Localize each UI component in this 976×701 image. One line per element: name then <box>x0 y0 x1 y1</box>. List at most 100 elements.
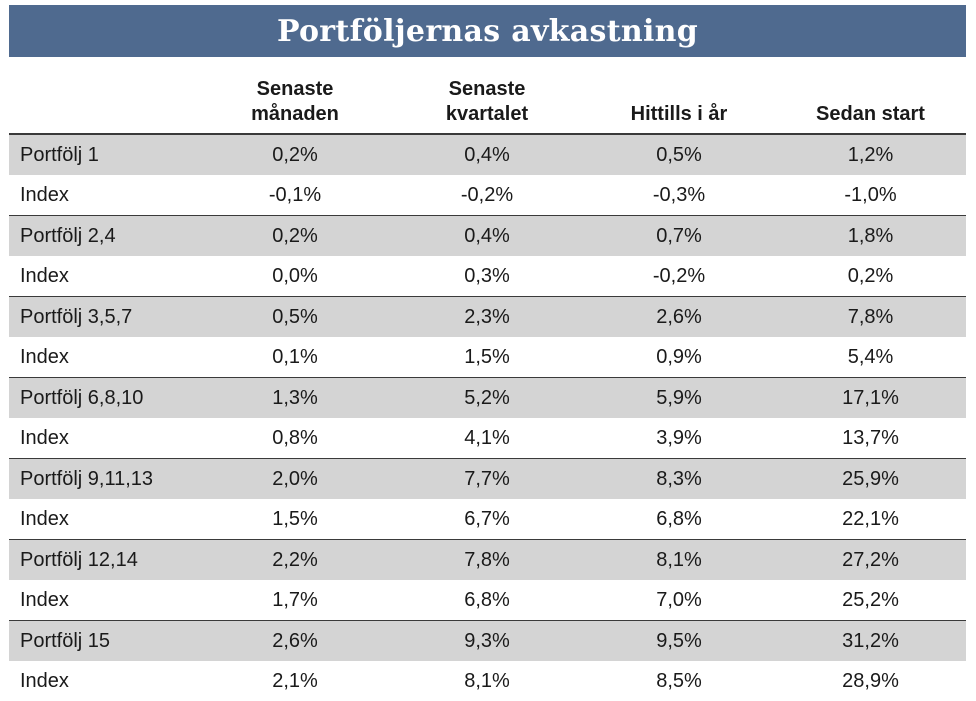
table-cell: 27,2% <box>775 539 966 580</box>
table-row: Portfölj 2,4 0,2% 0,4% 0,7% 1,8% <box>9 215 966 256</box>
header-senaste-kvartalet: Senaste kvartalet <box>391 57 583 135</box>
row-label: Index <box>9 661 199 701</box>
table-cell: 2,1% <box>199 661 391 701</box>
row-label: Portfölj 6,8,10 <box>9 377 199 418</box>
table-cell: 8,5% <box>583 661 775 701</box>
table-cell: 9,3% <box>391 620 583 661</box>
table-cell: 2,6% <box>199 620 391 661</box>
row-label: Index <box>9 418 199 459</box>
table-cell: 7,7% <box>391 458 583 499</box>
table-cell: 1,7% <box>199 580 391 621</box>
table-body: Portfölj 1 0,2% 0,4% 0,5% 1,2% Index -0,1% -0,2… <box>9 134 966 701</box>
table-cell: 0,1% <box>199 337 391 378</box>
header-sedan-start: Sedan start <box>775 57 966 135</box>
table-cell: 0,5% <box>199 296 391 337</box>
row-label: Index <box>9 580 199 621</box>
table-cell: 0,2% <box>199 134 391 175</box>
table-cell: 1,3% <box>199 377 391 418</box>
header-line: Sedan start <box>816 103 925 125</box>
row-label: Portfölj 3,5,7 <box>9 296 199 337</box>
row-label: Portfölj 1 <box>9 134 199 175</box>
table-cell: 7,8% <box>391 539 583 580</box>
table-row: Index 1,7% 6,8% 7,0% 25,2% <box>9 580 966 621</box>
table-cell: 25,2% <box>775 580 966 621</box>
header-line: Senaste <box>448 78 526 100</box>
header-line: kvartalet <box>445 103 529 125</box>
table-cell: 0,4% <box>391 215 583 256</box>
table-header-row: Senaste månaden Senaste kvartalet Hittil… <box>9 57 966 135</box>
returns-table: Senaste månaden Senaste kvartalet Hittil… <box>9 57 966 701</box>
table-cell: 28,9% <box>775 661 966 701</box>
table-cell: 8,3% <box>583 458 775 499</box>
table-row: Portfölj 15 2,6% 9,3% 9,5% 31,2% <box>9 620 966 661</box>
table-row: Portfölj 3,5,7 0,5% 2,3% 2,6% 7,8% <box>9 296 966 337</box>
table-cell: -0,2% <box>391 175 583 216</box>
table-cell: 9,5% <box>583 620 775 661</box>
table-cell: 0,2% <box>199 215 391 256</box>
table-cell: 6,8% <box>583 499 775 540</box>
table-cell: 31,2% <box>775 620 966 661</box>
row-label: Index <box>9 175 199 216</box>
header-line: Senaste <box>256 78 334 100</box>
table-row: Portfölj 9,11,13 2,0% 7,7% 8,3% 25,9% <box>9 458 966 499</box>
table-row: Index -0,1% -0,2% -0,3% -1,0% <box>9 175 966 216</box>
header-senaste-manaden: Senaste månaden <box>199 57 391 135</box>
table-cell: -1,0% <box>775 175 966 216</box>
table-cell: 8,1% <box>391 661 583 701</box>
table-cell: 0,8% <box>199 418 391 459</box>
page-title: Portföljernas avkastning <box>276 13 699 49</box>
table-cell: 2,6% <box>583 296 775 337</box>
table-cell: 13,7% <box>775 418 966 459</box>
table-cell: -0,3% <box>583 175 775 216</box>
table-row: Index 2,1% 8,1% 8,5% 28,9% <box>9 661 966 701</box>
table-cell: 3,9% <box>583 418 775 459</box>
table-cell: 0,4% <box>391 134 583 175</box>
row-label: Index <box>9 256 199 297</box>
table-cell: 1,5% <box>199 499 391 540</box>
table-row: Portfölj 12,14 2,2% 7,8% 8,1% 27,2% <box>9 539 966 580</box>
header-line: månaden <box>251 103 339 125</box>
table-cell: 6,8% <box>391 580 583 621</box>
table-cell: 0,5% <box>583 134 775 175</box>
row-label: Portfölj 2,4 <box>9 215 199 256</box>
table-cell: 6,7% <box>391 499 583 540</box>
row-label: Portfölj 15 <box>9 620 199 661</box>
table-cell: 0,2% <box>775 256 966 297</box>
table-cell: 0,0% <box>199 256 391 297</box>
table-cell: 7,0% <box>583 580 775 621</box>
table-row: Index 0,8% 4,1% 3,9% 13,7% <box>9 418 966 459</box>
header-hittills-i-ar: Hittills i år <box>583 57 775 135</box>
table-cell: 2,0% <box>199 458 391 499</box>
table-cell: 5,2% <box>391 377 583 418</box>
table-row: Index 1,5% 6,7% 6,8% 22,1% <box>9 499 966 540</box>
table-cell: 1,2% <box>775 134 966 175</box>
table-cell: 4,1% <box>391 418 583 459</box>
table-cell: 5,4% <box>775 337 966 378</box>
header-empty <box>9 57 199 135</box>
table-cell: 0,3% <box>391 256 583 297</box>
row-label: Portfölj 9,11,13 <box>9 458 199 499</box>
row-label: Index <box>9 337 199 378</box>
table-cell: 1,5% <box>391 337 583 378</box>
table-cell: -0,1% <box>199 175 391 216</box>
row-label: Index <box>9 499 199 540</box>
table-cell: 0,7% <box>583 215 775 256</box>
table-cell: 7,8% <box>775 296 966 337</box>
table-cell: 0,9% <box>583 337 775 378</box>
table-cell: 22,1% <box>775 499 966 540</box>
title-bar: Portföljernas avkastning <box>9 5 966 57</box>
table-cell: 8,1% <box>583 539 775 580</box>
table-row: Index 0,1% 1,5% 0,9% 5,4% <box>9 337 966 378</box>
table-cell: 25,9% <box>775 458 966 499</box>
table-cell: 1,8% <box>775 215 966 256</box>
table-cell: 5,9% <box>583 377 775 418</box>
table-cell: 2,3% <box>391 296 583 337</box>
table-cell: 2,2% <box>199 539 391 580</box>
table-cell: -0,2% <box>583 256 775 297</box>
table-row: Portfölj 6,8,10 1,3% 5,2% 5,9% 17,1% <box>9 377 966 418</box>
table-row: Portfölj 1 0,2% 0,4% 0,5% 1,2% <box>9 134 966 175</box>
table-row: Index 0,0% 0,3% -0,2% 0,2% <box>9 256 966 297</box>
table-cell: 17,1% <box>775 377 966 418</box>
header-line: Hittills i år <box>630 103 728 125</box>
row-label: Portfölj 12,14 <box>9 539 199 580</box>
